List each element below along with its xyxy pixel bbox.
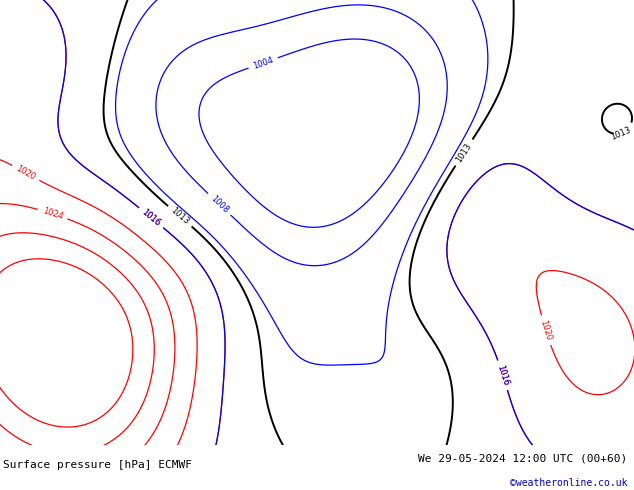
Text: 1008: 1008 xyxy=(209,194,230,215)
Text: 1013: 1013 xyxy=(169,206,191,226)
Text: 1016: 1016 xyxy=(140,208,162,228)
Text: 1016: 1016 xyxy=(495,364,510,387)
Text: We 29-05-2024 12:00 UTC (00+60): We 29-05-2024 12:00 UTC (00+60) xyxy=(418,453,628,464)
Text: 1013: 1013 xyxy=(455,141,474,164)
Text: 1016: 1016 xyxy=(140,208,162,228)
Text: 1004: 1004 xyxy=(252,55,275,71)
Text: ©weatheronline.co.uk: ©weatheronline.co.uk xyxy=(510,478,628,488)
Text: 1016: 1016 xyxy=(495,364,510,387)
Text: 1020: 1020 xyxy=(15,164,37,182)
Text: 1024: 1024 xyxy=(41,206,64,221)
Text: 1020: 1020 xyxy=(538,319,553,342)
Text: 1013: 1013 xyxy=(609,125,632,142)
Text: Surface pressure [hPa] ECMWF: Surface pressure [hPa] ECMWF xyxy=(3,460,192,470)
